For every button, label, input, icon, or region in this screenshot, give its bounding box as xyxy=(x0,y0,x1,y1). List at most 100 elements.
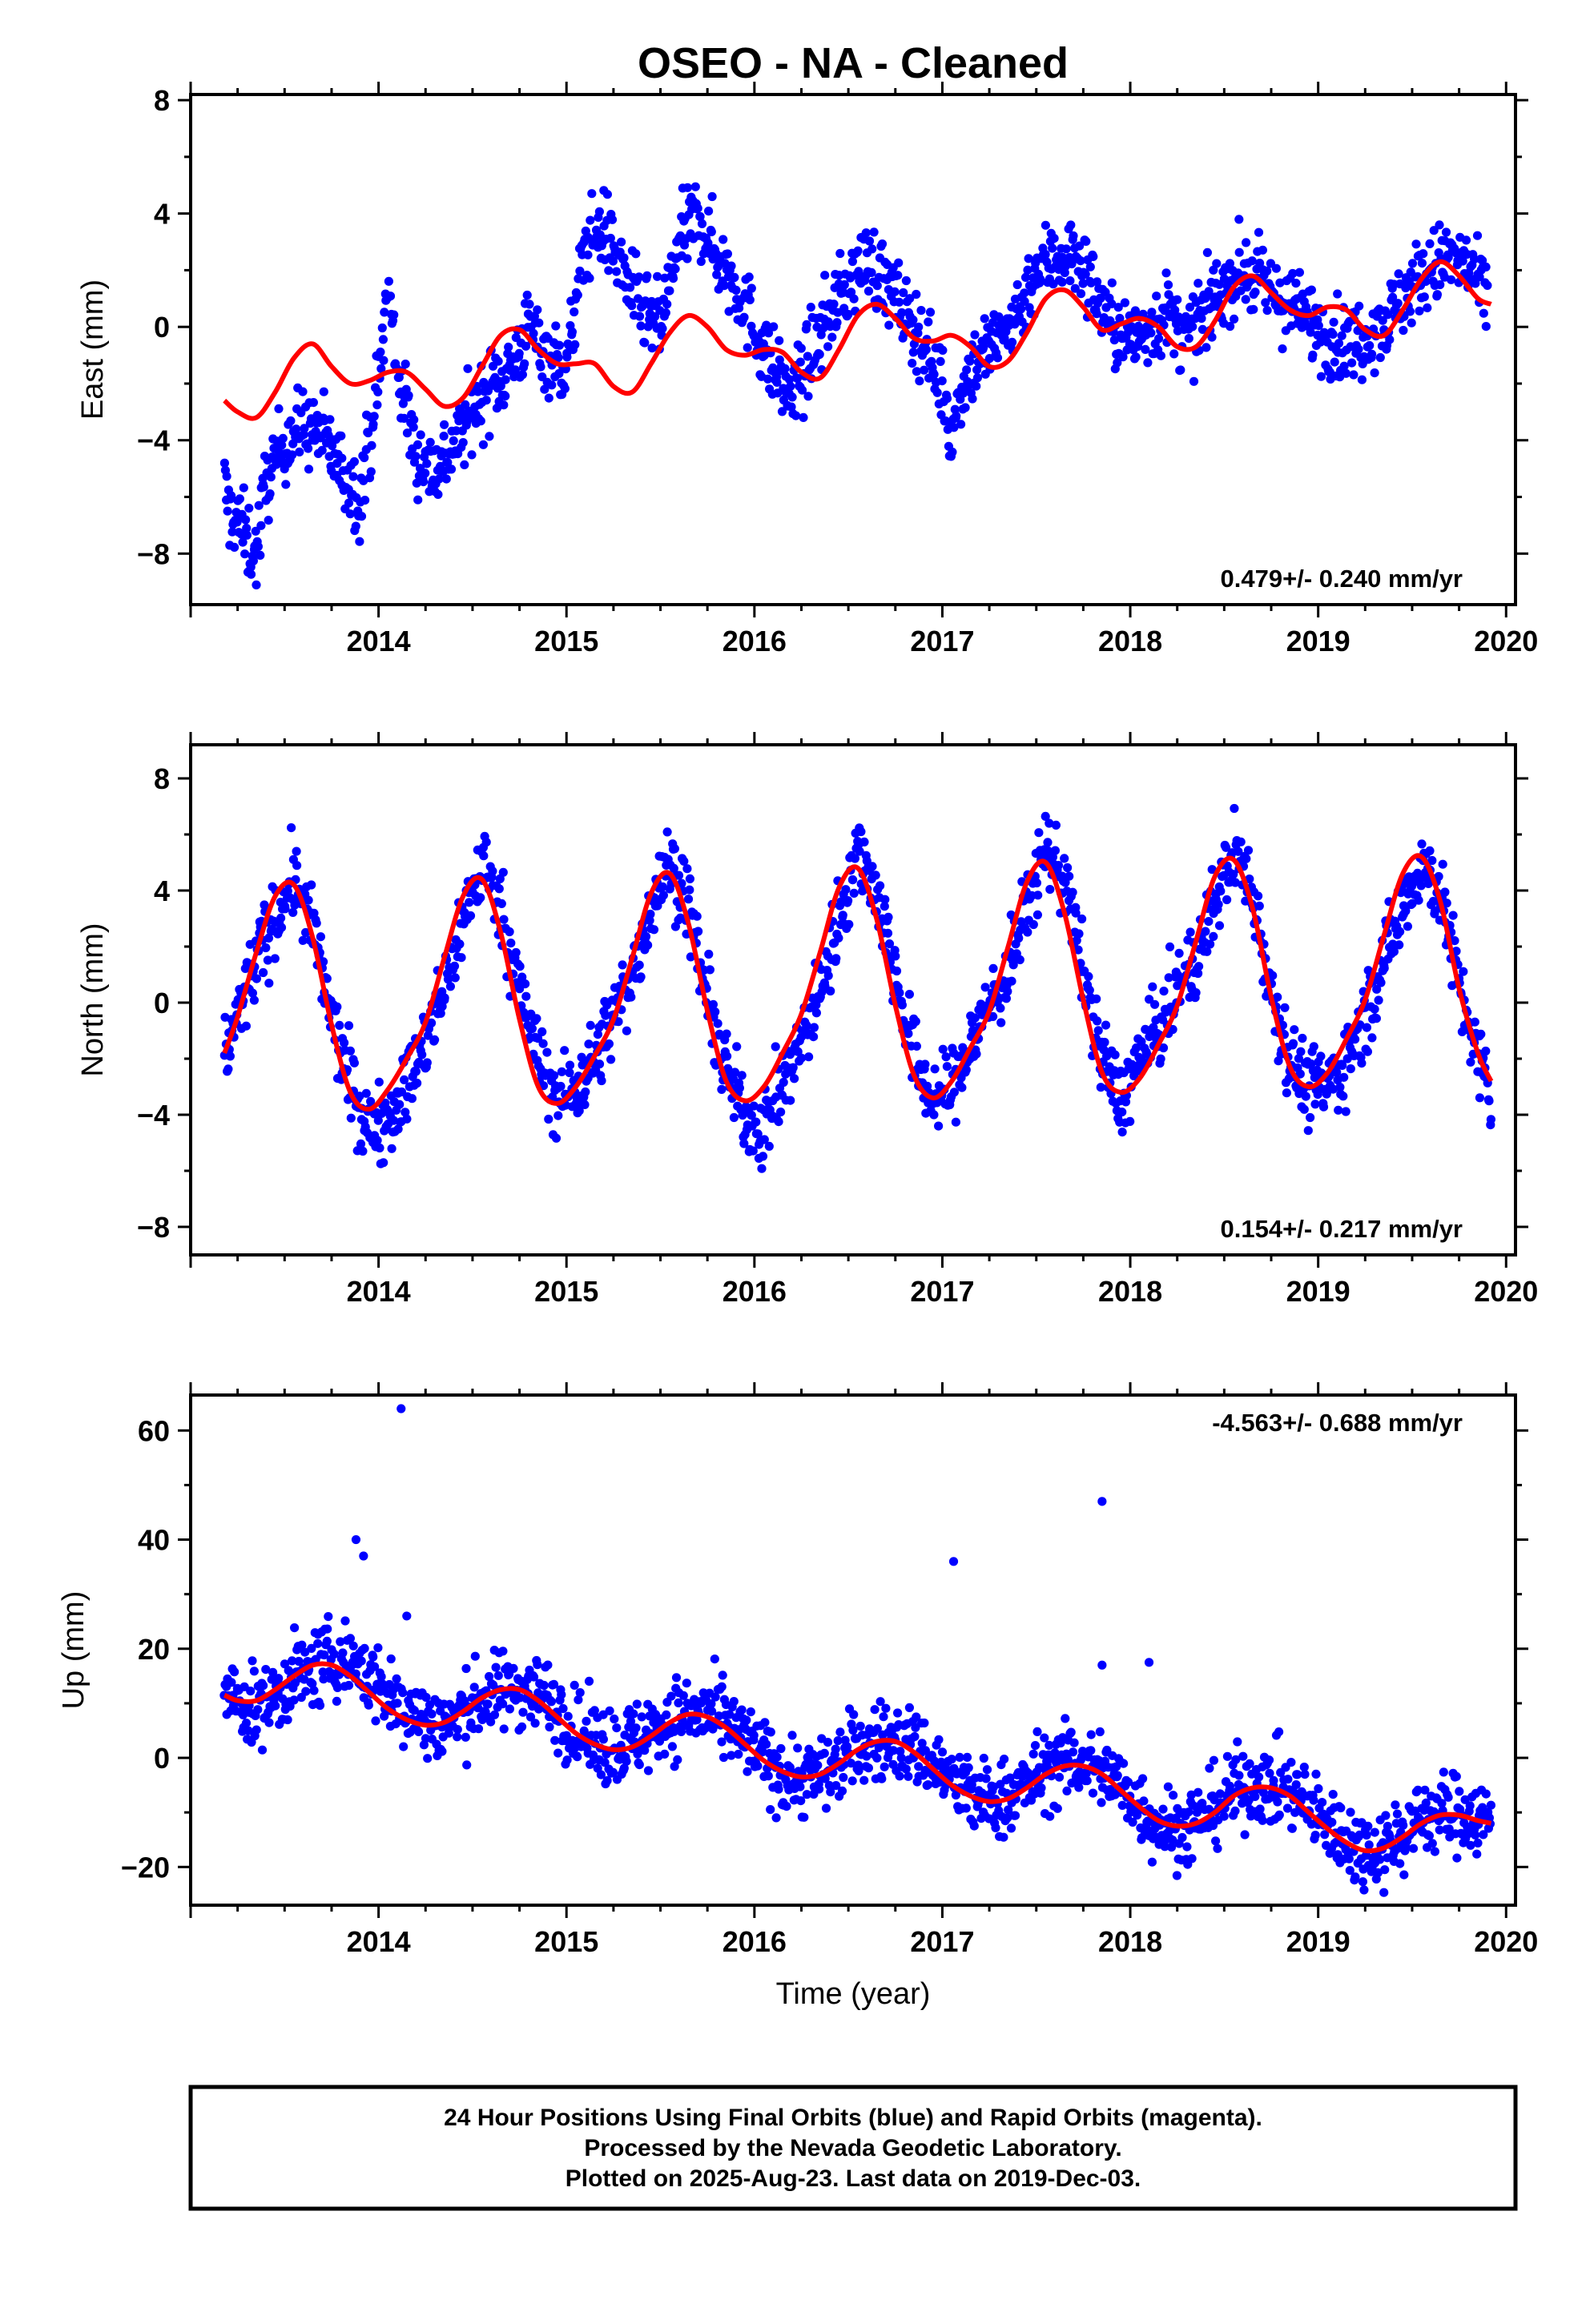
up-observation-point xyxy=(854,1766,863,1775)
north-observation-point xyxy=(682,864,692,874)
east-observation-point xyxy=(1020,288,1029,298)
north-observation-point xyxy=(614,1017,623,1027)
east-observation-point xyxy=(536,362,545,372)
north-observation-point xyxy=(646,909,655,919)
north-observation-point xyxy=(970,1013,980,1023)
east-observation-point xyxy=(244,504,254,513)
up-observation-point xyxy=(1086,1730,1096,1739)
up-observation-point xyxy=(575,1688,585,1698)
up-observation-point xyxy=(799,1812,809,1822)
up-observation-point xyxy=(831,1744,840,1754)
up-observation-point xyxy=(776,1743,786,1754)
north-observation-point xyxy=(1033,891,1043,900)
east-observation-point xyxy=(1417,259,1427,268)
up-observation-point xyxy=(1421,1798,1431,1807)
up-observation-point xyxy=(912,1712,921,1722)
north-observation-point xyxy=(1117,1108,1127,1117)
up-observation-point xyxy=(344,1680,354,1691)
east-observation-point xyxy=(1023,265,1032,275)
north-observation-point xyxy=(553,1111,563,1120)
east-plot-frame xyxy=(189,93,1517,606)
north-observation-point xyxy=(1060,854,1069,863)
east-observation-point xyxy=(843,309,853,320)
up-observation-point xyxy=(268,1667,278,1677)
east-observation-point xyxy=(246,569,256,579)
east-observation-point xyxy=(402,428,413,438)
east-observation-point xyxy=(434,474,444,484)
north-observation-point xyxy=(826,986,835,996)
east-observation-point xyxy=(360,452,369,463)
east-observation-point xyxy=(265,489,275,499)
up-observation-point xyxy=(742,1715,751,1725)
east-observation-point xyxy=(979,343,988,352)
up-observation-point xyxy=(837,1786,847,1795)
east-observation-point xyxy=(693,203,702,213)
up-observation-point xyxy=(640,1746,650,1755)
east-observation-point xyxy=(730,272,739,282)
north-observation-point xyxy=(685,885,694,895)
east-observation-point xyxy=(1339,361,1349,371)
east-observation-point xyxy=(348,472,358,481)
up-observation-point xyxy=(826,1787,835,1797)
up-observation-point xyxy=(1413,1785,1423,1795)
east-observation-point xyxy=(367,440,376,450)
up-observation-point xyxy=(1287,1823,1297,1833)
north-observation-point xyxy=(1481,1046,1491,1056)
north-observation-point xyxy=(930,1064,940,1074)
up-observation-point xyxy=(1193,1787,1203,1797)
east-observation-point xyxy=(877,239,888,249)
up-observation-point xyxy=(637,1712,646,1722)
north-observation-point xyxy=(580,1100,590,1109)
east-observation-point xyxy=(893,271,903,280)
east-observation-point xyxy=(304,444,313,453)
up-observation-point xyxy=(1265,1768,1274,1778)
east-observation-point xyxy=(1078,279,1088,288)
east-observation-point xyxy=(719,281,729,291)
up-observation-point xyxy=(1460,1795,1470,1804)
up-observation-point xyxy=(1240,1830,1250,1839)
east-observation-point xyxy=(1234,215,1244,224)
up-observation-point xyxy=(895,1771,904,1781)
up-observation-point xyxy=(1119,1759,1129,1768)
up-observation-point xyxy=(300,1647,310,1657)
up-observation-point xyxy=(421,1692,431,1703)
north-observation-point xyxy=(1376,978,1386,987)
east-observation-point xyxy=(1065,276,1075,286)
north-observation-point xyxy=(565,1068,574,1078)
north-y-tick-label: 8 xyxy=(154,762,170,795)
up-observation-point xyxy=(1293,1770,1302,1779)
east-observation-point xyxy=(1016,304,1026,314)
up-observation-point xyxy=(283,1715,292,1725)
north-observation-point xyxy=(604,1039,614,1049)
east-observation-point xyxy=(1383,310,1393,320)
east-observation-point xyxy=(1337,331,1346,340)
up-observation-point xyxy=(498,1699,508,1709)
up-observation-point xyxy=(1314,1783,1323,1794)
east-observation-point xyxy=(308,398,318,408)
north-observation-point xyxy=(880,902,889,911)
north-observation-point xyxy=(422,1058,432,1068)
up-observation-point xyxy=(669,1727,679,1736)
north-y-tick-label: −4 xyxy=(137,1099,170,1132)
east-observation-point xyxy=(867,244,877,254)
up-observation-point xyxy=(469,1683,479,1692)
east-observation-point xyxy=(583,250,593,259)
north-observation-point xyxy=(1096,1083,1105,1092)
east-observation-point xyxy=(769,322,779,332)
up-observation-point xyxy=(1063,1755,1073,1764)
north-observation-point xyxy=(759,1135,769,1144)
east-observation-point xyxy=(463,364,473,373)
east-observation-point xyxy=(839,279,849,290)
east-observation-point xyxy=(1141,344,1150,354)
east-x-tick-label: 2019 xyxy=(1286,625,1350,657)
north-observation-point xyxy=(1236,837,1246,846)
up-observation-point xyxy=(1088,1788,1098,1798)
up-observation-point xyxy=(249,1667,259,1676)
up-observation-point xyxy=(819,1748,829,1758)
east-observation-point xyxy=(847,287,856,297)
north-observation-point xyxy=(521,991,531,1001)
up-observation-point xyxy=(1250,1791,1260,1801)
east-observation-point xyxy=(409,422,418,432)
north-fit-line xyxy=(222,853,1494,1112)
north-observation-point xyxy=(1306,1112,1315,1123)
